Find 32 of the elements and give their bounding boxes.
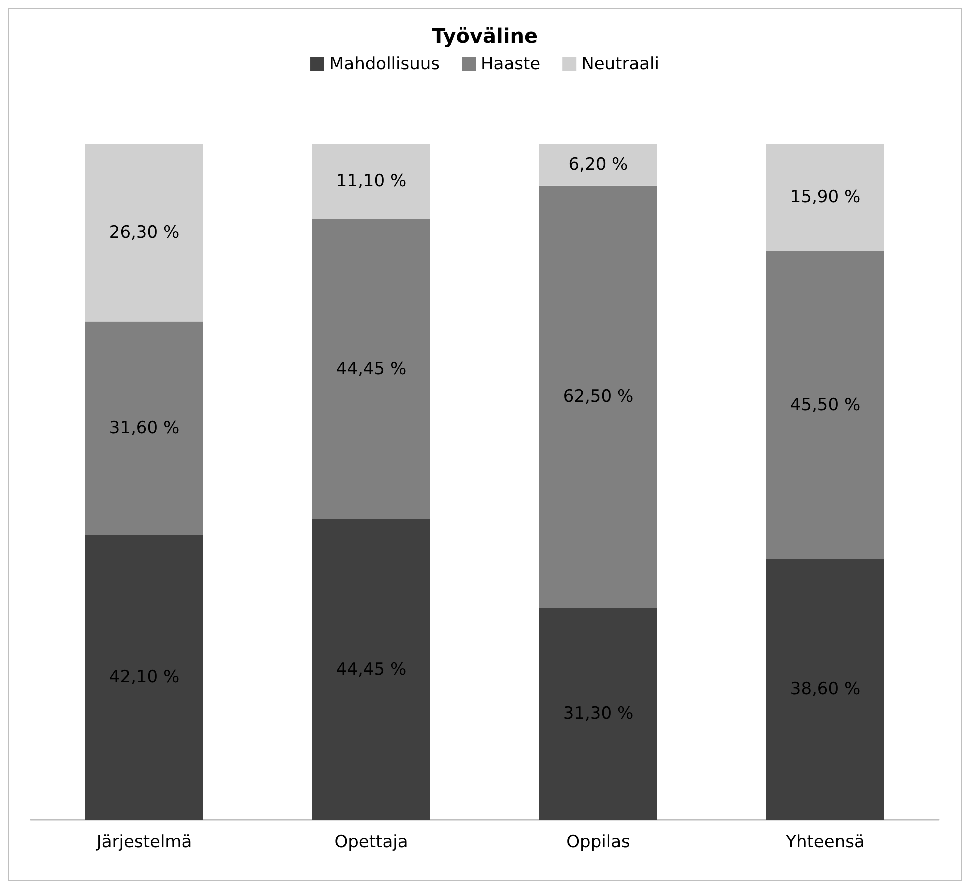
bar bbox=[766, 559, 884, 820]
bar bbox=[86, 144, 204, 322]
data-label: 6,20 % bbox=[568, 154, 628, 175]
bar bbox=[540, 144, 658, 186]
bar bbox=[86, 535, 204, 820]
legend-label: Mahdollisuus bbox=[330, 54, 440, 74]
data-label: 62,50 % bbox=[563, 387, 634, 408]
x-tick-label: Opettaja bbox=[334, 832, 408, 852]
bar bbox=[540, 608, 658, 820]
bar bbox=[312, 520, 430, 820]
chart-title: Työväline bbox=[432, 24, 538, 48]
bar bbox=[312, 144, 430, 220]
legend-label: Haaste bbox=[481, 54, 541, 74]
x-tick-label: Yhteensä bbox=[785, 832, 865, 852]
x-tick-label: Järjestelmä bbox=[96, 832, 192, 852]
data-label: 44,45 % bbox=[336, 359, 407, 380]
data-label: 42,10 % bbox=[109, 668, 180, 688]
bar bbox=[312, 219, 430, 520]
bar bbox=[86, 322, 204, 536]
data-label: 31,30 % bbox=[563, 704, 634, 724]
x-tick-label: Oppilas bbox=[566, 832, 630, 852]
data-label: 38,60 % bbox=[790, 680, 861, 700]
bar bbox=[540, 186, 658, 608]
data-label: 45,50 % bbox=[790, 395, 861, 416]
data-label: 44,45 % bbox=[336, 660, 407, 680]
data-label: 31,60 % bbox=[109, 418, 180, 439]
data-label: 26,30 % bbox=[109, 222, 180, 243]
data-label: 15,90 % bbox=[790, 188, 861, 208]
bar bbox=[766, 251, 884, 560]
bar bbox=[766, 144, 884, 252]
legend-label: Neutraali bbox=[582, 54, 660, 74]
data-label: 11,10 % bbox=[336, 172, 407, 192]
